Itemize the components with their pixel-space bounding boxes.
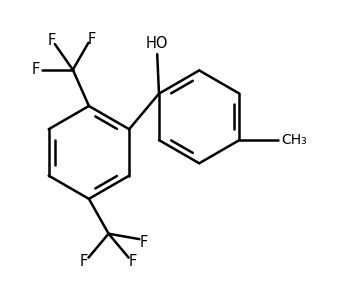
Text: F: F (47, 33, 55, 48)
Text: HO: HO (146, 36, 168, 51)
Text: F: F (88, 32, 96, 47)
Text: F: F (80, 254, 88, 269)
Text: F: F (129, 254, 137, 269)
Text: F: F (140, 235, 148, 250)
Text: CH₃: CH₃ (281, 133, 307, 147)
Text: F: F (32, 62, 40, 77)
